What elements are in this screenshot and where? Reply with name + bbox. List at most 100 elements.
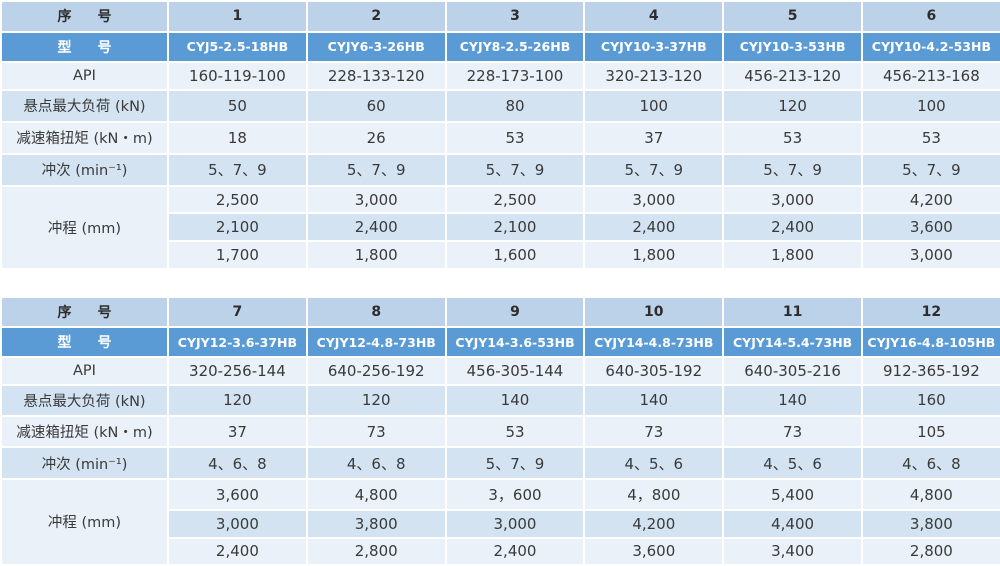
stroke-cell: 3,800 — [305, 509, 447, 539]
api-cell: 160-119-100 — [167, 61, 308, 91]
stroke-cell: 2,800 — [860, 536, 1000, 566]
spm-label: 冲次 (min⁻¹) — [0, 446, 169, 480]
stroke-cell: 4，800 — [583, 477, 725, 512]
torque-cell: 37 — [583, 120, 725, 155]
index-cell: 8 — [305, 295, 447, 329]
stroke-cell: 2,400 — [167, 536, 308, 566]
stroke-cell: 3,000 — [860, 240, 1000, 270]
model-label: 型号 — [0, 326, 169, 359]
index-cell: 10 — [583, 295, 725, 329]
model-row: 型号 CYJ5-2.5-18HB CYJY6-3-26HB CYJY8-2.5-… — [0, 30, 1000, 64]
stroke-cell: 3,000 — [583, 184, 725, 215]
max-load-row: 悬点最大负荷 (kN) 120 120 140 140 140 160 — [0, 383, 1000, 417]
max-load-cell: 60 — [305, 88, 447, 123]
spm-cell: 4、6、8 — [167, 446, 308, 480]
index-cell: 1 — [167, 0, 308, 33]
max-load-row: 悬点最大负荷 (kN) 50 60 80 100 120 100 — [0, 88, 1000, 123]
stroke-cell: 4,800 — [860, 477, 1000, 512]
model-cell: CYJY10-4.2-53HB — [860, 30, 1000, 64]
torque-cell: 73 — [722, 414, 863, 449]
model-cell: CYJY16-4.8-105HB — [860, 326, 1000, 359]
spm-row: 冲次 (min⁻¹) 4、6、8 4、6、8 5、7、9 4、5、6 4、5、6… — [0, 446, 1000, 480]
model-row: 型号 CYJY12-3.6-37HB CYJY12-4.8-73HB CYJY1… — [0, 326, 1000, 359]
model-cell: CYJY14-3.6-53HB — [444, 326, 586, 359]
model-cell: CYJY6-3-26HB — [305, 30, 447, 64]
stroke-cell: 4,200 — [860, 184, 1000, 215]
model-cell: CYJY10-3-53HB — [722, 30, 863, 64]
stroke-label: 冲程 (mm) — [0, 477, 169, 566]
max-load-cell: 140 — [444, 383, 586, 417]
index-label: 序号 — [0, 0, 169, 33]
stroke-cell: 4,400 — [722, 509, 863, 539]
index-cell: 6 — [860, 0, 1000, 33]
stroke-cell: 1,700 — [167, 240, 308, 270]
max-load-cell: 160 — [860, 383, 1000, 417]
max-load-cell: 120 — [167, 383, 308, 417]
stroke-cell: 4,800 — [305, 477, 447, 512]
index-cell: 7 — [167, 295, 308, 329]
stroke-cell: 2,500 — [167, 184, 308, 215]
stroke-row: 3,000 3,800 3,000 4,200 4,400 3,800 — [1, 509, 1000, 539]
max-load-label: 悬点最大负荷 (kN) — [0, 88, 169, 123]
torque-cell: 53 — [444, 120, 586, 155]
stroke-cell: 2,400 — [305, 212, 447, 243]
spm-cell: 5、7、9 — [305, 152, 447, 187]
stroke-cell: 2,400 — [583, 212, 725, 243]
api-label: API — [0, 356, 169, 386]
index-cell: 3 — [444, 0, 586, 33]
spm-cell: 4、5、6 — [722, 446, 863, 480]
index-cell: 9 — [444, 295, 586, 329]
stroke-row: 1,700 1,800 1,600 1,800 1,800 3,000 — [1, 240, 1000, 270]
api-cell: 228-133-120 — [305, 61, 447, 91]
stroke-cell: 2,100 — [167, 212, 308, 243]
max-load-cell: 50 — [167, 88, 308, 123]
stroke-cell: 3,000 — [444, 509, 586, 539]
max-load-cell: 120 — [722, 88, 863, 123]
torque-cell: 53 — [722, 120, 863, 155]
torque-label: 减速箱扭矩 (kN・m) — [0, 120, 169, 155]
spm-cell: 4、6、8 — [860, 446, 1000, 480]
spm-cell: 5、7、9 — [167, 152, 308, 187]
torque-row: 减速箱扭矩 (kN・m) 18 26 53 37 53 53 — [0, 120, 1000, 155]
index-label: 序号 — [0, 295, 169, 329]
torque-cell: 26 — [305, 120, 447, 155]
model-cell: CYJY12-4.8-73HB — [305, 326, 447, 359]
stroke-cell: 3,400 — [722, 536, 863, 566]
api-cell: 640-305-192 — [583, 356, 725, 386]
spm-cell: 5、7、9 — [444, 152, 586, 187]
stroke-cell: 2,500 — [444, 184, 586, 215]
torque-cell: 37 — [167, 414, 308, 449]
stroke-label: 冲程 (mm) — [0, 184, 169, 271]
stroke-cell: 5,400 — [722, 477, 863, 512]
torque-cell: 18 — [167, 120, 308, 155]
api-row: API 320-256-144 640-256-192 456-305-144 … — [0, 356, 1000, 386]
max-load-label: 悬点最大负荷 (kN) — [0, 383, 169, 417]
torque-cell: 73 — [583, 414, 725, 449]
model-cell: CYJY10-3-37HB — [583, 30, 725, 64]
model-cell: CYJY14-4.8-73HB — [583, 326, 725, 359]
max-load-cell: 140 — [722, 383, 863, 417]
spm-row: 冲次 (min⁻¹) 5、7、9 5、7、9 5、7、9 5、7、9 5、7、9… — [0, 152, 1000, 187]
index-cell: 5 — [722, 0, 863, 33]
model-cell: CYJY12-3.6-37HB — [167, 326, 308, 359]
spm-cell: 4、6、8 — [305, 446, 447, 480]
index-cell: 2 — [305, 0, 447, 33]
spm-cell: 5、7、9 — [860, 152, 1000, 187]
stroke-row: 冲程 (mm) 2,500 3,000 2,500 3,000 3,000 4,… — [0, 184, 1000, 271]
torque-label: 减速箱扭矩 (kN・m) — [0, 414, 169, 449]
stroke-cell: 1,600 — [444, 240, 586, 270]
torque-row: 减速箱扭矩 (kN・m) 37 73 53 73 73 105 — [0, 414, 1000, 449]
stroke-cell: 3,000 — [722, 184, 863, 215]
index-cell: 4 — [583, 0, 725, 33]
index-row: 序号 7 8 9 10 11 12 — [0, 295, 1000, 329]
torque-cell: 73 — [305, 414, 447, 449]
api-cell: 320-256-144 — [167, 356, 308, 386]
max-load-cell: 140 — [583, 383, 725, 417]
api-cell: 456-213-120 — [722, 61, 863, 91]
max-load-cell: 120 — [305, 383, 447, 417]
model-cell: CYJY14-5.4-73HB — [722, 326, 863, 359]
stroke-cell: 3,600 — [860, 212, 1000, 243]
stroke-cell: 1,800 — [722, 240, 863, 270]
api-cell: 320-213-120 — [583, 61, 725, 91]
spec-table-1: 序号 1 2 3 4 5 6 型号 CYJ5-2.5-18HB CYJY6-3-… — [0, 0, 1000, 271]
